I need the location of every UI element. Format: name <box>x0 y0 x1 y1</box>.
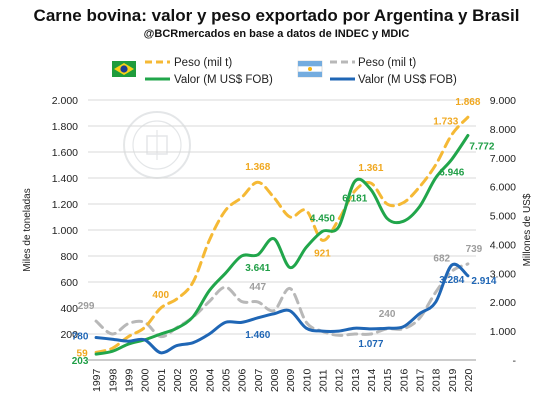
y-right-tick-label: - <box>513 355 517 367</box>
chart-title: Carne bovina: valor y peso exportado por… <box>33 6 520 25</box>
x-tick-label: 2000 <box>140 368 152 392</box>
x-tick-label: 1998 <box>107 368 119 392</box>
x-tick-label: 2015 <box>382 368 394 392</box>
data-label: 921 <box>314 248 331 259</box>
x-tick-label: 2011 <box>317 369 329 392</box>
data-label: 3.284 <box>439 275 464 286</box>
y-left-tick-label: 400 <box>60 303 78 315</box>
x-tick-label: 1997 <box>91 368 103 392</box>
y-left-axis-title: Miles de toneladas <box>22 188 33 271</box>
y-right-axis-title: Millones de US$ <box>522 193 533 266</box>
data-label: 739 <box>466 244 483 255</box>
y-left-tick-label: 1.000 <box>52 225 78 237</box>
chart-subtitle: @BCRmercados en base a datos de INDEC y … <box>143 28 410 40</box>
y-left-tick-label: 2.000 <box>52 95 78 107</box>
argentina-flag-icon <box>297 60 323 78</box>
data-label: 6.181 <box>342 193 367 204</box>
data-label: 240 <box>379 309 396 320</box>
x-tick-label: 2017 <box>414 368 426 392</box>
legend-brasil-peso-label: Peso (mil t) <box>174 57 232 69</box>
series-line-brasil-peso <box>94 115 470 354</box>
y-left-tick-label: 1.800 <box>52 121 78 133</box>
watermark-seal-icon <box>123 111 191 179</box>
data-label: 1.733 <box>433 117 458 128</box>
data-label: 4.450 <box>310 213 335 224</box>
x-tick-label: 2005 <box>220 368 232 392</box>
x-tick-label: 2003 <box>188 368 200 392</box>
data-label: 6.946 <box>439 167 464 178</box>
data-label: 1.077 <box>358 339 383 350</box>
legend-argentina: Peso (mil t) Valor (M US$ FOB) <box>297 57 457 86</box>
y-right-tick-label: 5.000 <box>490 211 516 223</box>
data-label: 203 <box>72 356 89 367</box>
x-tick-label: 2013 <box>350 368 362 392</box>
data-label: 1.868 <box>455 97 480 108</box>
y-right-tick-label: 9.000 <box>490 95 516 107</box>
data-label: 400 <box>152 290 169 301</box>
data-label: 780 <box>72 331 89 342</box>
x-tick-label: 2018 <box>431 368 443 392</box>
x-tick-label: 1999 <box>123 368 135 392</box>
series-line-brasil-valor <box>94 134 470 356</box>
x-tick-label: 2004 <box>204 368 216 392</box>
data-label: 682 <box>433 253 450 264</box>
data-label: 7.772 <box>469 141 494 152</box>
x-tick-label: 2001 <box>156 368 168 392</box>
series-line-argentina-valor <box>94 262 470 355</box>
y-right-tick-label: 7.000 <box>490 153 516 165</box>
data-label: 1.361 <box>358 163 383 174</box>
legend-brasil: Peso (mil t) Valor (M US$ FOB) <box>112 57 273 86</box>
data-label: 1.460 <box>245 330 270 341</box>
y-right-tick-label: 3.000 <box>490 268 516 280</box>
y-right-tick-label: 4.000 <box>490 239 516 251</box>
y-right-tick-label: 1.000 <box>490 326 516 338</box>
x-tick-label: 2020 <box>463 368 475 392</box>
data-label: 3.641 <box>245 263 270 274</box>
x-tick-label: 2008 <box>269 368 281 392</box>
x-tick-label: 2012 <box>334 368 346 392</box>
y-right-tick-label: 8.000 <box>490 124 516 136</box>
x-tick-label: 2002 <box>172 368 184 392</box>
legend-argentina-peso-label: Peso (mil t) <box>358 57 416 69</box>
data-label: 1.368 <box>245 162 270 173</box>
y-right-tick-label: 6.000 <box>490 182 516 194</box>
y-right-tick-label: 2.000 <box>490 297 516 309</box>
y-left-tick-label: 1.600 <box>52 147 78 159</box>
plot-area: 200 400 600 800 1.000 1.200 1.400 1.600 1.800 2.0… <box>22 95 533 392</box>
data-label: 299 <box>78 301 95 312</box>
x-tick-label: 2016 <box>398 368 410 392</box>
y-left-tick-label: 800 <box>60 251 78 263</box>
data-label: 59 <box>77 348 89 359</box>
x-tick-label: 2009 <box>285 368 297 392</box>
data-label: 2.914 <box>471 276 496 287</box>
x-tick-label: 2010 <box>301 368 313 392</box>
x-tick-label: 2006 <box>237 368 249 392</box>
y-left-tick-label: 200 <box>60 329 78 341</box>
legend-argentina-valor-label: Valor (M US$ FOB) <box>358 74 457 86</box>
y-left-tick-label: 1.200 <box>52 199 78 211</box>
legend-brasil-valor-label: Valor (M US$ FOB) <box>174 74 273 86</box>
brazil-flag-icon <box>112 61 136 77</box>
y-left-tick-label: 1.400 <box>52 173 78 185</box>
data-label: 447 <box>249 282 266 293</box>
x-tick-label: 2019 <box>447 368 459 392</box>
x-tick-label: 2014 <box>366 368 378 392</box>
x-tick-label: 2007 <box>253 368 265 392</box>
y-left-tick-label: 600 <box>60 277 78 289</box>
